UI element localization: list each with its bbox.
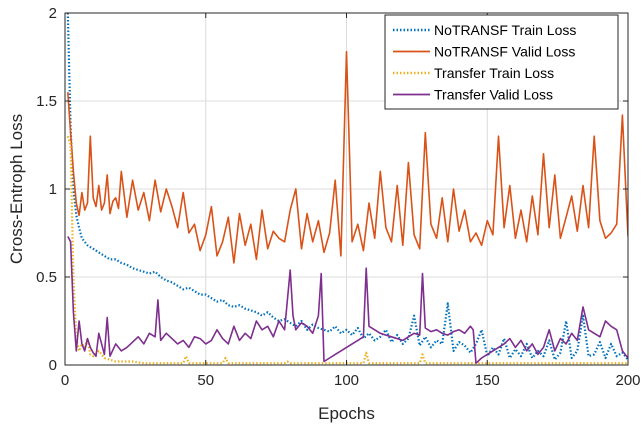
legend-label: Transfer Train Loss [434,65,554,81]
legend-label: NoTRANSF Train Loss [434,22,576,38]
y-tick-label: 2 [49,5,57,22]
x-tick-label: 150 [475,372,500,389]
legend: NoTRANSF Train Loss NoTRANSF Valid Loss Tr… [384,14,619,110]
x-axis-label: Epochs [318,404,375,423]
x-tick-label: 100 [334,372,359,389]
x-tick-labels: 0 50 100 150 200 [61,372,641,389]
y-tick-label: 0 [49,357,57,374]
x-tick-label: 50 [197,372,214,389]
x-tick-label: 0 [61,372,69,389]
y-tick-labels: 0 0.5 1 1.5 2 [36,5,57,374]
series-line-3 [66,135,628,365]
y-tick-label: 1.5 [36,93,57,110]
legend-box [384,14,619,110]
series-line-4 [67,236,628,365]
series-group [66,13,628,365]
x-tick-label: 200 [615,372,640,389]
axis-ticks [64,12,629,366]
legend-label: Transfer Valid Loss [434,87,553,103]
y-tick-label: 1 [49,181,57,198]
series-line-1 [66,13,628,361]
legend-label: NoTRANSF Valid Loss [434,44,575,60]
y-axis-label: Cross-Entroph Loss [7,114,26,264]
series-line-2 [67,50,628,264]
y-tick-label: 0.5 [36,269,57,286]
